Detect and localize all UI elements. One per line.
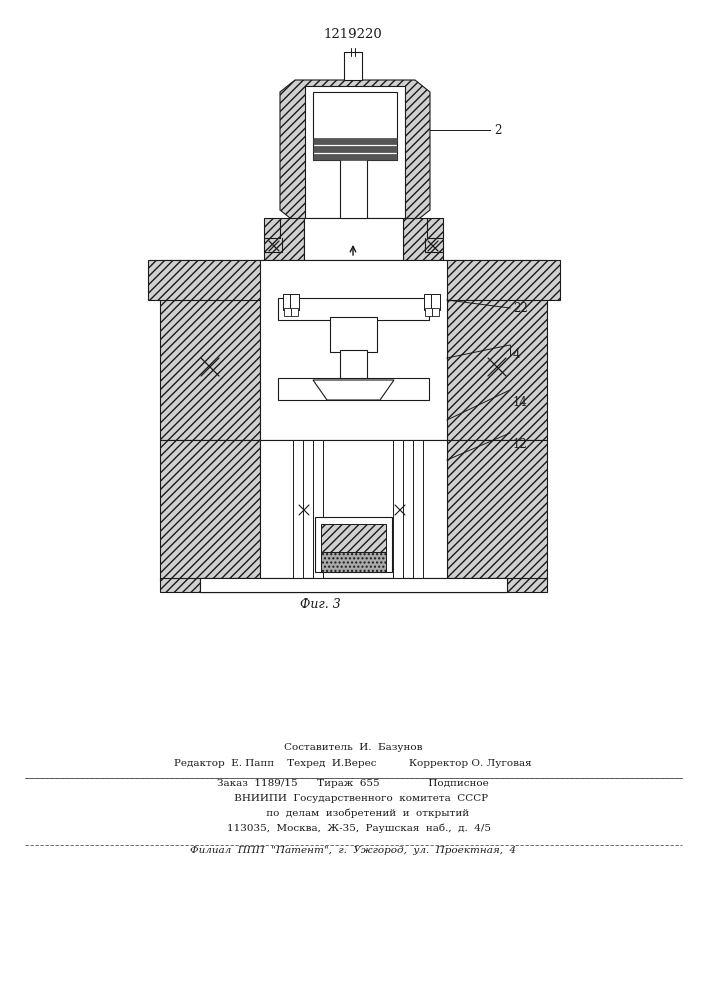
- Bar: [278, 298, 429, 320]
- Bar: [340, 158, 367, 218]
- Bar: [305, 86, 405, 218]
- Text: Заказ  1189/15      Тираж  655               Подписное: Заказ 1189/15 Тираж 655 Подписное: [217, 779, 489, 788]
- Bar: [278, 378, 429, 400]
- Text: 14: 14: [513, 395, 528, 408]
- Polygon shape: [160, 440, 260, 580]
- Bar: [313, 92, 397, 160]
- Text: Филиал  ППП  "Патент",  г.  Ужгород,  ул.  Проектная,  4: Филиал ППП "Патент", г. Ужгород, ул. Про…: [190, 846, 516, 855]
- Bar: [315, 517, 392, 572]
- Text: ВНИИПИ  Государственного  комитета  СССР: ВНИИПИ Государственного комитета СССР: [218, 794, 488, 803]
- Text: 113035,  Москва,  Ж-35,  Раушская  наб.,  д.  4/5: 113035, Москва, Ж-35, Раушская наб., д. …: [214, 824, 491, 833]
- Polygon shape: [447, 260, 547, 440]
- Bar: [313, 154, 397, 160]
- Text: по  делам  изобретений  и  открытий: по делам изобретений и открытий: [237, 808, 469, 818]
- Polygon shape: [403, 218, 443, 260]
- Bar: [313, 138, 397, 144]
- Text: Редактор  Е. Папп    Техред  И.Верес          Корректор О. Луговая: Редактор Е. Папп Техред И.Верес Корректо…: [174, 759, 532, 768]
- Bar: [200, 578, 507, 592]
- Bar: [260, 440, 447, 580]
- Text: 1219220: 1219220: [324, 28, 382, 41]
- Bar: [425, 308, 432, 316]
- Bar: [313, 146, 397, 152]
- Polygon shape: [160, 260, 260, 440]
- Polygon shape: [264, 218, 304, 260]
- Polygon shape: [148, 260, 265, 300]
- Bar: [393, 440, 403, 580]
- Bar: [200, 578, 507, 592]
- Bar: [304, 218, 403, 260]
- Bar: [291, 308, 298, 316]
- Bar: [293, 440, 303, 580]
- Bar: [340, 350, 367, 380]
- Bar: [160, 578, 547, 592]
- Text: 12: 12: [513, 438, 527, 452]
- Bar: [260, 260, 447, 440]
- Text: 4: 4: [513, 349, 520, 361]
- Bar: [321, 552, 386, 572]
- Bar: [424, 294, 433, 310]
- Text: Составитель  И.  Базунов: Составитель И. Базунов: [284, 743, 422, 752]
- Bar: [290, 294, 299, 310]
- Bar: [344, 52, 362, 80]
- Bar: [321, 524, 386, 552]
- Polygon shape: [313, 380, 394, 400]
- Text: Фиг. 3: Фиг. 3: [300, 598, 340, 611]
- Polygon shape: [280, 80, 430, 222]
- Bar: [313, 440, 323, 580]
- Bar: [330, 317, 377, 352]
- Bar: [432, 308, 439, 316]
- Text: 22: 22: [513, 302, 527, 314]
- Bar: [284, 308, 291, 316]
- Polygon shape: [447, 440, 547, 580]
- Bar: [283, 294, 292, 310]
- Bar: [431, 294, 440, 310]
- Polygon shape: [442, 260, 560, 300]
- Bar: [413, 440, 423, 580]
- Text: 2: 2: [494, 123, 501, 136]
